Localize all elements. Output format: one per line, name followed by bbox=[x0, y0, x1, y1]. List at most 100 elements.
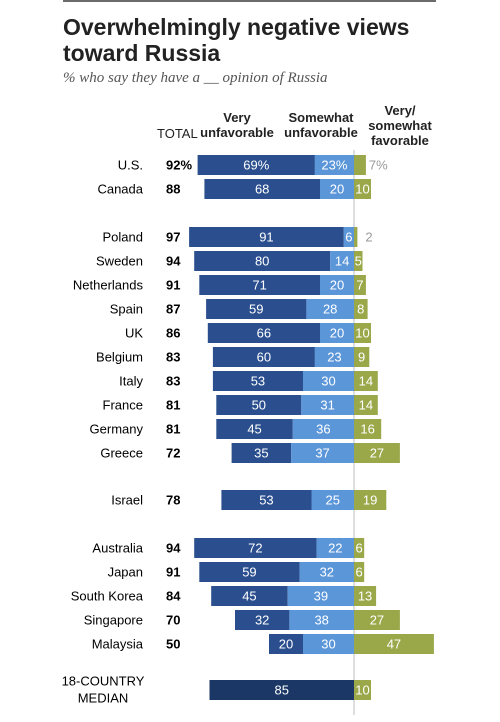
favorable-bar bbox=[354, 251, 363, 271]
very-unfavorable-label: 53 bbox=[259, 493, 273, 508]
very-unfavorable-bar bbox=[212, 371, 303, 391]
favorable-bar bbox=[354, 155, 366, 175]
total-value: 87 bbox=[166, 302, 180, 317]
somewhat-unfavorable-bar bbox=[320, 323, 354, 343]
category-label: MEDIAN bbox=[78, 691, 129, 706]
total-value: 88 bbox=[166, 182, 180, 197]
category-label: UK bbox=[125, 326, 143, 341]
very-unfavorable-bar bbox=[194, 538, 317, 558]
favorable-label: 6 bbox=[355, 541, 362, 556]
favorable-label: 47 bbox=[387, 637, 401, 652]
category-label: Poland bbox=[103, 230, 143, 245]
very-unfavorable-bar bbox=[216, 395, 302, 415]
very-unfavorable-label: 91 bbox=[259, 230, 273, 245]
somewhat-unfavorable-label: 37 bbox=[315, 446, 329, 461]
favorable-bar bbox=[354, 179, 371, 199]
very-unfavorable-label: 69% bbox=[243, 158, 269, 173]
somewhat-unfavorable-label: 23 bbox=[327, 350, 341, 365]
favorable-label: 5 bbox=[355, 254, 362, 269]
total-header: TOTAL bbox=[157, 126, 198, 141]
favorable-label: 10 bbox=[355, 326, 369, 341]
favorable-label: 6 bbox=[355, 565, 362, 580]
category-label: Greece bbox=[100, 446, 143, 461]
somewhat-unfavorable-label: 31 bbox=[320, 398, 334, 413]
favorable-header: Very/ somewhat favorable bbox=[368, 103, 432, 148]
favorable-bar bbox=[354, 680, 371, 700]
favorable-bar bbox=[354, 610, 400, 630]
favorable-bar bbox=[354, 634, 434, 654]
somewhat-unfavorable-bar bbox=[303, 634, 354, 654]
somewhat-unfavorable-label: 6 bbox=[345, 230, 352, 245]
category-label: France bbox=[103, 398, 143, 413]
very-unfavorable-label: 45 bbox=[242, 589, 256, 604]
total-value: 83 bbox=[166, 374, 180, 389]
category-label: Germany bbox=[90, 422, 144, 437]
somewhat-unfavorable-bar bbox=[301, 395, 354, 415]
chart-title: Overwhelmingly negative views toward Rus… bbox=[63, 14, 410, 66]
somewhat-unfavorable-label: 32 bbox=[320, 565, 334, 580]
favorable-bar bbox=[354, 538, 365, 558]
very-unfavorable-bar bbox=[204, 179, 320, 199]
favorable-label: 14 bbox=[359, 398, 373, 413]
favorable-bar bbox=[354, 419, 382, 439]
favorable-bar bbox=[354, 299, 368, 319]
somewhat-unfavorable-bar bbox=[316, 538, 354, 558]
very-unfavorable-bar bbox=[206, 299, 307, 319]
favorable-label: 10 bbox=[355, 182, 369, 197]
somewhat-unfavorable-bar bbox=[289, 610, 354, 630]
category-label: Sweden bbox=[96, 254, 143, 269]
very-unfavorable-bar bbox=[216, 419, 293, 439]
very-unfavorable-header: Very unfavorable bbox=[200, 110, 274, 140]
very-unfavorable-bar bbox=[207, 323, 320, 343]
somewhat-unfavorable-bar bbox=[303, 371, 354, 391]
top-rule bbox=[63, 0, 436, 2]
favorable-bar bbox=[354, 371, 378, 391]
category-label: Singapore bbox=[84, 613, 143, 628]
somewhat-unfavorable-header: Somewhat unfavorable bbox=[284, 110, 358, 140]
favorable-label: 19 bbox=[363, 493, 377, 508]
somewhat-unfavorable-label: 20 bbox=[330, 182, 344, 197]
category-label: South Korea bbox=[71, 589, 144, 604]
somewhat-unfavorable-label: 14 bbox=[335, 254, 349, 269]
category-label: Malaysia bbox=[92, 637, 144, 652]
somewhat-unfavorable-label: 28 bbox=[323, 302, 337, 317]
very-unfavorable-label: 59 bbox=[249, 302, 263, 317]
very-unfavorable-label: 53 bbox=[251, 374, 265, 389]
very-unfavorable-label: 32 bbox=[255, 613, 269, 628]
total-value: 94 bbox=[166, 254, 181, 269]
favorable-bar bbox=[354, 562, 365, 582]
somewhat-unfavorable-label: 38 bbox=[314, 613, 328, 628]
very-unfavorable-bar bbox=[212, 347, 315, 367]
total-value: 50 bbox=[166, 637, 180, 652]
very-unfavorable-bar bbox=[194, 251, 331, 271]
category-label: Japan bbox=[108, 565, 143, 580]
favorable-bar bbox=[354, 275, 366, 295]
very-unfavorable-bar bbox=[231, 443, 292, 463]
somewhat-unfavorable-bar bbox=[343, 227, 354, 247]
very-unfavorable-label: 68 bbox=[255, 182, 269, 197]
category-label: Australia bbox=[92, 541, 143, 556]
somewhat-unfavorable-bar bbox=[311, 490, 354, 510]
total-value: 86 bbox=[166, 326, 180, 341]
category-label: 18-COUNTRY bbox=[62, 674, 145, 689]
very-unfavorable-label: 60 bbox=[257, 350, 271, 365]
somewhat-unfavorable-label: 25 bbox=[326, 493, 340, 508]
favorable-label: 27 bbox=[370, 446, 384, 461]
category-label: Netherlands bbox=[73, 278, 144, 293]
somewhat-unfavorable-bar bbox=[292, 419, 354, 439]
favorable-label: 27 bbox=[370, 613, 384, 628]
somewhat-unfavorable-label: 39 bbox=[314, 589, 328, 604]
category-label: Israel bbox=[111, 493, 143, 508]
total-value: 81 bbox=[166, 398, 180, 413]
favorable-label: 7 bbox=[356, 278, 363, 293]
very-unfavorable-label: 66 bbox=[257, 326, 271, 341]
total-value: 78 bbox=[166, 493, 180, 508]
favorable-label: 14 bbox=[359, 374, 373, 389]
category-label: Belgium bbox=[96, 350, 143, 365]
total-value: 83 bbox=[166, 350, 180, 365]
favorable-label: 16 bbox=[360, 422, 374, 437]
very-unfavorable-label: 71 bbox=[252, 278, 266, 293]
category-label: Spain bbox=[110, 302, 143, 317]
favorable-bar bbox=[354, 227, 358, 247]
